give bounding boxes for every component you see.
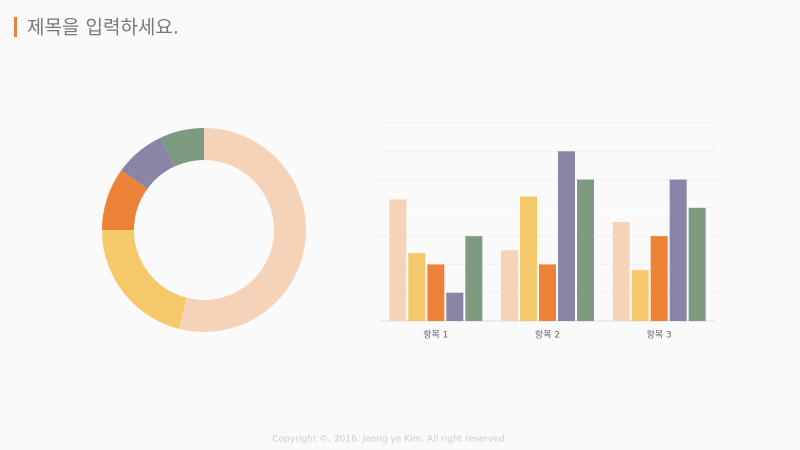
x-tick-label: 항목 1: [423, 330, 448, 341]
bar: [688, 207, 706, 321]
donut-segment: [178, 128, 306, 332]
bar: [389, 199, 407, 321]
x-tick-label: 항목 3: [647, 330, 672, 341]
bar: [650, 236, 668, 321]
bar: [612, 222, 630, 321]
bar: [465, 236, 483, 321]
bar: [539, 264, 556, 321]
bar: [501, 250, 518, 321]
bar: [408, 253, 426, 321]
bar: [631, 270, 649, 321]
donut-segment: [102, 230, 187, 329]
donut-segment: [160, 128, 204, 167]
bar: [577, 179, 594, 321]
donut-segment: [102, 170, 148, 230]
bar: [427, 264, 445, 321]
slide-title: 제목을 입력하세요.: [27, 17, 179, 39]
bar: [669, 179, 687, 321]
footer: Copyright ©. 2016. Jeong ye Kim. All rig…: [272, 435, 507, 445]
bar: [558, 151, 575, 321]
bar: [520, 196, 537, 321]
bar: [446, 292, 464, 321]
title-accent: [14, 17, 17, 37]
x-tick-label: 항목 2: [535, 330, 560, 341]
donut-segment: [121, 137, 175, 189]
